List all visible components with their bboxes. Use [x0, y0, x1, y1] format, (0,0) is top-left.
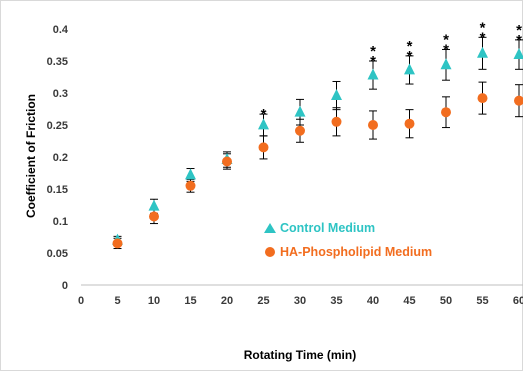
svg-text:*: *: [480, 19, 486, 36]
ha-phospholipid-point: [368, 120, 378, 130]
control-medium-point: [404, 63, 415, 75]
x-tick-label: 25: [257, 295, 269, 307]
control-medium-point: [477, 46, 488, 58]
ha-phospholipid-point: [514, 95, 523, 106]
svg-text:*: *: [407, 38, 413, 55]
ha-phospholipid-point: [112, 238, 123, 249]
significance-star: **: [480, 19, 486, 46]
control-medium-point: [148, 199, 160, 211]
control-medium-point: [331, 88, 342, 100]
y-tick-label: 0.35: [47, 56, 68, 68]
control-medium-point: [367, 68, 379, 80]
x-tick-label: 30: [294, 295, 306, 307]
error-bars: [113, 36, 523, 250]
control-medium-point: [440, 58, 452, 70]
y-axis-title: Coefficient of Friction: [24, 94, 38, 218]
ha-phospholipid-point: [258, 142, 269, 153]
x-tick-label: 60: [513, 295, 523, 307]
y-tick-label: 0: [62, 280, 68, 292]
control-medium-point: [513, 48, 523, 59]
x-tick-label: 35: [330, 295, 342, 307]
significance-star: **: [407, 38, 413, 65]
ha-phospholipid-point: [185, 180, 196, 191]
x-tick-label: 0: [78, 295, 84, 307]
significance-star: **: [516, 22, 522, 49]
x-axis-title: Rotating Time (min): [244, 348, 356, 362]
y-tick-label: 0.4: [53, 24, 69, 36]
ha-phospholipid-point: [331, 116, 342, 127]
y-tick-label: 0.2: [53, 152, 68, 164]
control-medium-point: [185, 168, 196, 180]
svg-text:*: *: [370, 43, 376, 60]
svg-text:*: *: [407, 48, 413, 65]
y-tick-label: 0.1: [53, 216, 68, 228]
significance-star: **: [443, 31, 449, 58]
legend-item: Control Medium: [264, 221, 375, 235]
legend-label: HA-Phospholipid Medium: [280, 245, 432, 259]
y-tick-label: 0.3: [53, 88, 68, 100]
legend: Control Medium HA-Phospholipid Medium: [264, 221, 432, 259]
triangle-marker-icon: [264, 223, 276, 233]
legend-item: HA-Phospholipid Medium: [265, 245, 432, 259]
ha-phospholipid-point: [404, 118, 415, 129]
significance-annotations: ********* **: [261, 19, 523, 123]
y-axis-ticks: 0 0.05 0.1 0.15 0.2 0.25 0.3 0.35 0.4: [47, 24, 69, 292]
svg-text:*: *: [443, 31, 449, 48]
y-tick-label: 0.25: [47, 120, 68, 132]
x-tick-label: 50: [440, 295, 452, 307]
x-axis-ticks: 0 5 10 15 20 25 30 35 40 45 50 55 60: [78, 295, 523, 307]
x-tick-label: 55: [476, 295, 488, 307]
svg-text:*: *: [443, 41, 449, 58]
significance-star: *: [261, 106, 267, 123]
significance-star: **: [370, 43, 376, 70]
svg-text:*: *: [480, 29, 486, 46]
svg-text:*: *: [261, 106, 267, 123]
x-tick-label: 15: [184, 295, 196, 307]
ha-phospholipid-point: [222, 156, 232, 167]
ha-phospholipid-point: [149, 211, 159, 222]
x-tick-label: 20: [221, 295, 233, 307]
ha-phospholipid-point: [477, 93, 488, 104]
x-tick-label: 10: [148, 295, 160, 307]
ha-phospholipid-point: [441, 107, 451, 118]
x-tick-label: 40: [367, 295, 379, 307]
x-tick-label: 5: [114, 295, 120, 307]
svg-text:*: *: [370, 53, 376, 70]
svg-text:*: *: [516, 22, 522, 39]
circle-marker-icon: [265, 247, 275, 257]
legend-label: Control Medium: [280, 221, 375, 235]
control-medium-point: [258, 118, 269, 130]
data-markers: [112, 46, 523, 249]
control-medium-point: [294, 105, 306, 117]
y-tick-label: 0.05: [47, 248, 68, 260]
x-tick-label: 45: [403, 295, 415, 307]
ha-phospholipid-point: [295, 125, 305, 136]
svg-text:*: *: [516, 32, 522, 49]
y-tick-label: 0.15: [47, 184, 68, 196]
